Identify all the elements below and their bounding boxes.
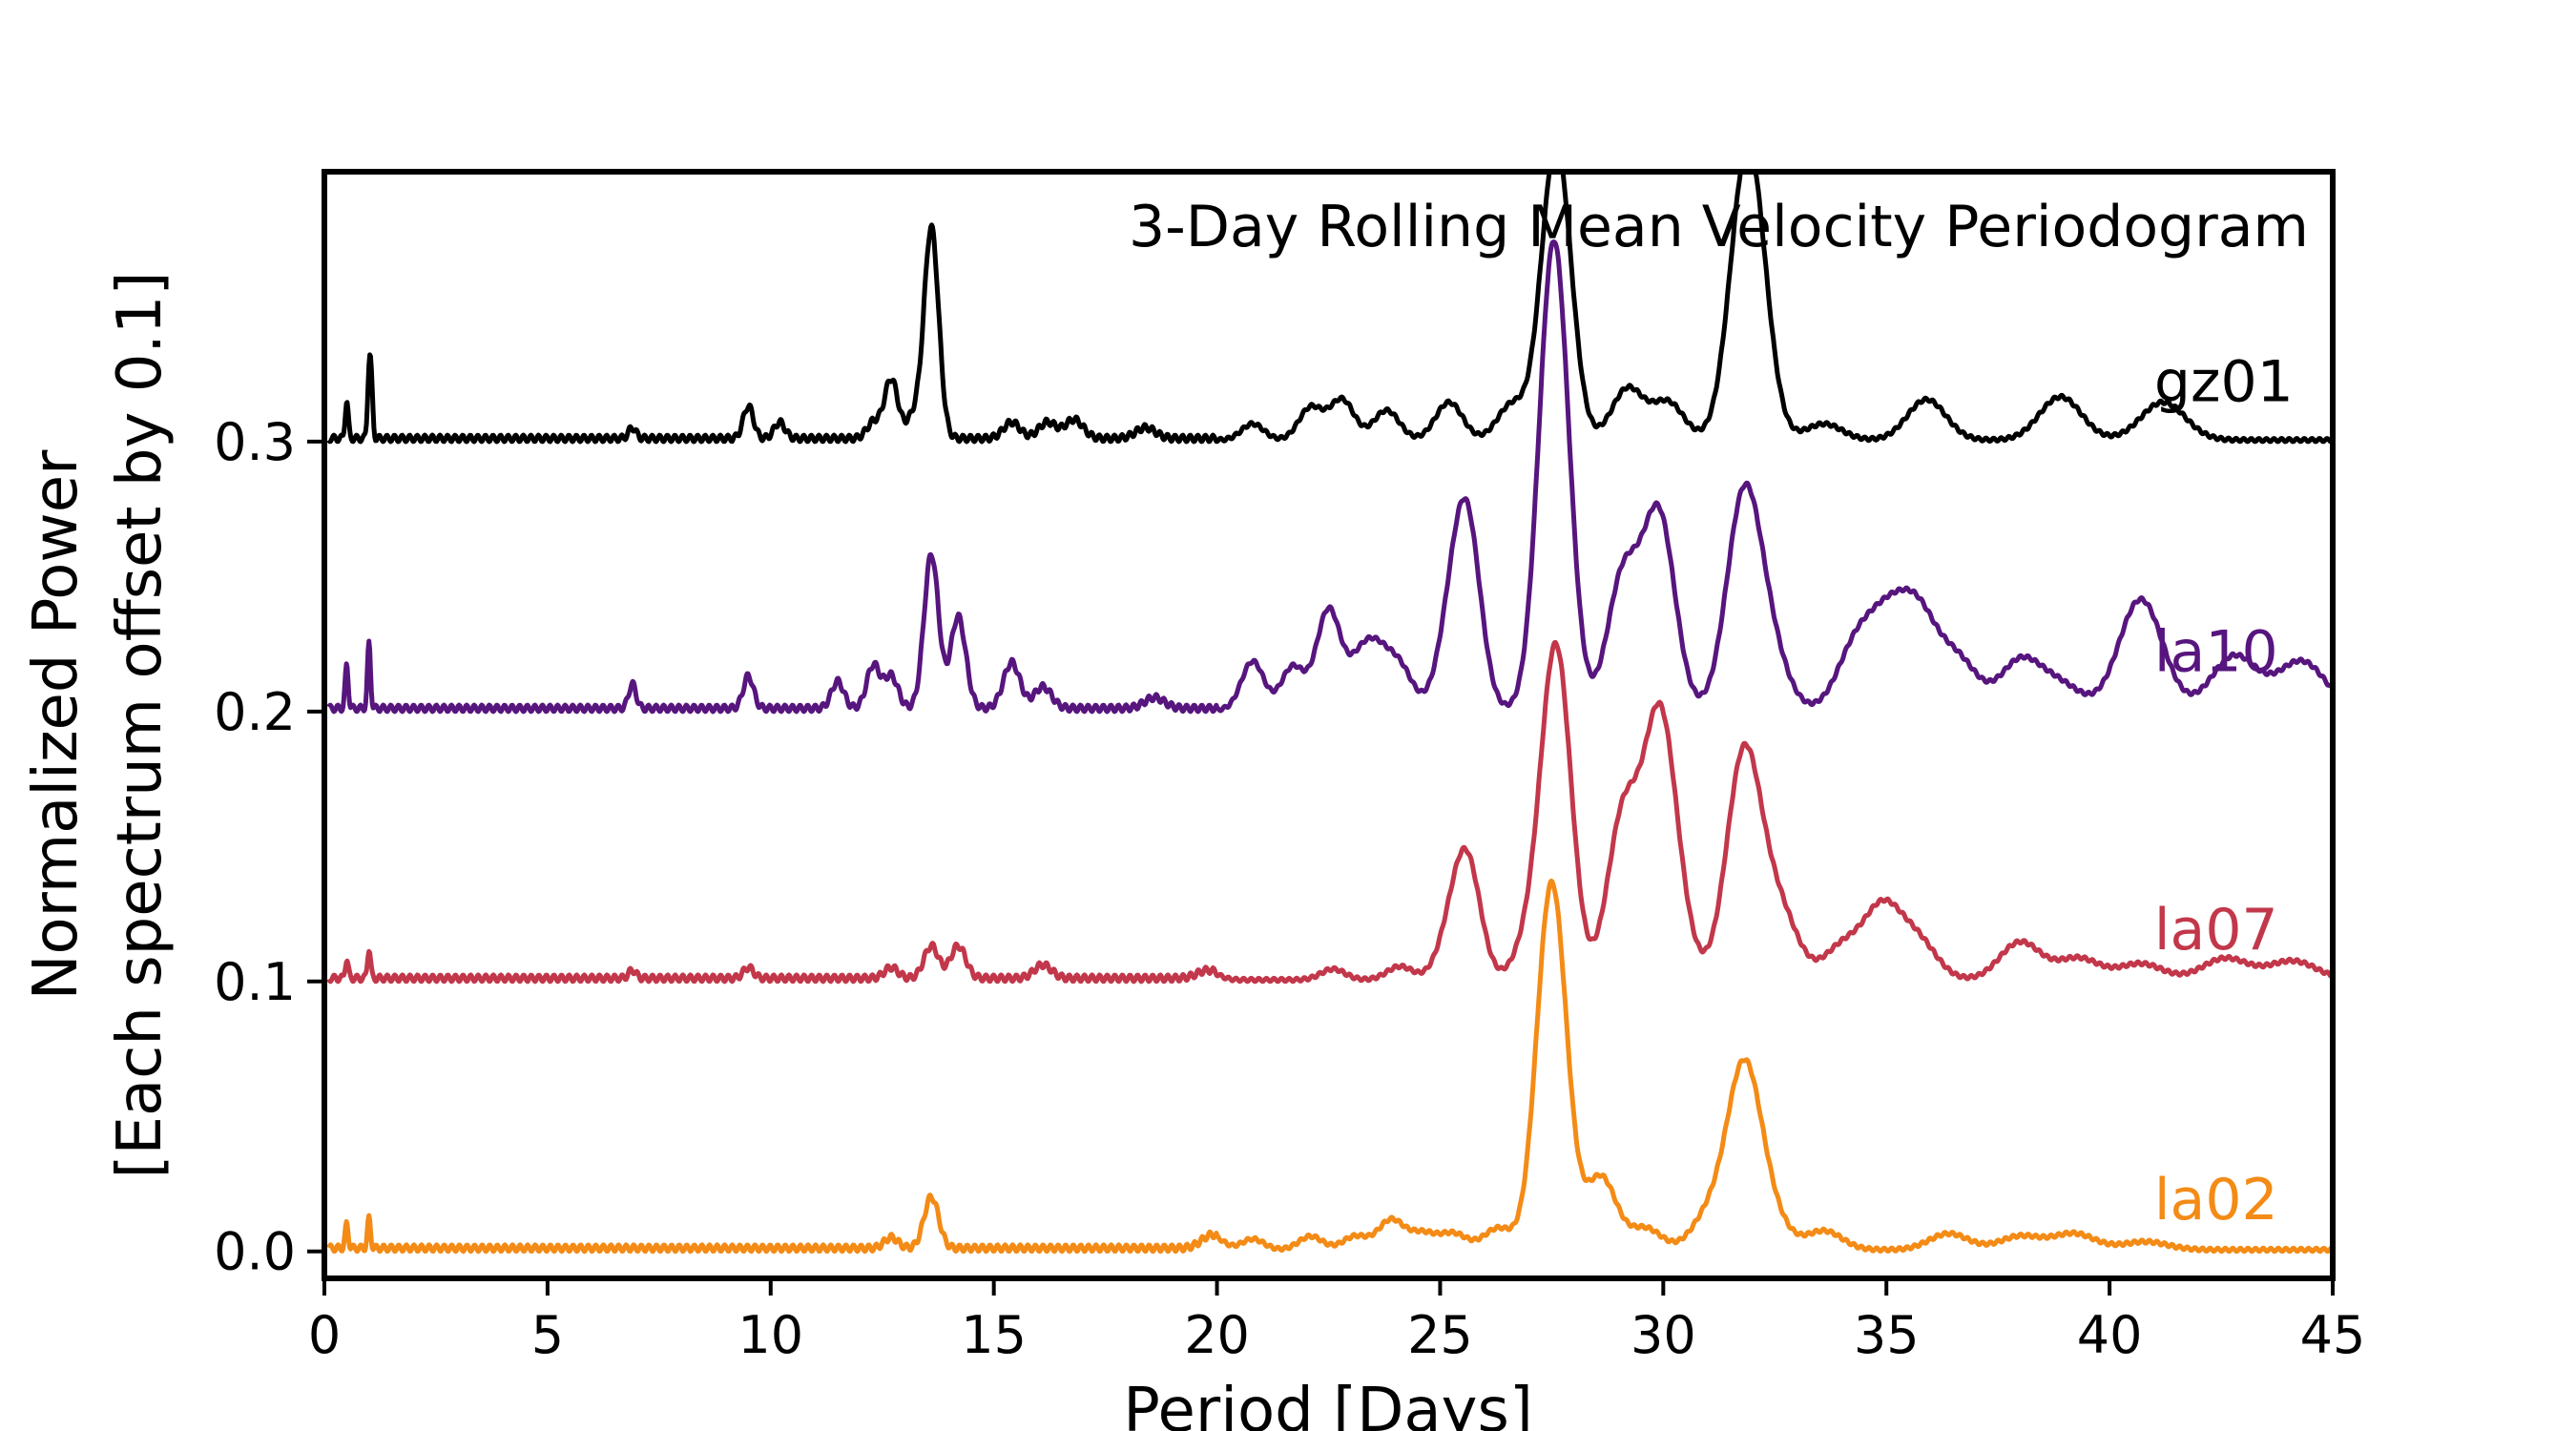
y-axis-ticks: 0.0 0.1 0.2 0.3 — [214, 412, 324, 1282]
x-tick-label: 0 — [308, 1305, 341, 1365]
x-tick-label: 25 — [1407, 1305, 1473, 1365]
x-tick-label: 45 — [2300, 1305, 2366, 1365]
x-tick-label: 35 — [1854, 1305, 1920, 1365]
x-axis-ticks: 0 5 10 15 20 25 30 35 40 45 — [308, 1278, 2366, 1365]
series-label-la02: la02 — [2154, 1167, 2278, 1234]
x-tick-label: 5 — [531, 1305, 564, 1365]
series-layer — [326, 172, 2333, 1255]
y-tick-label: 0.1 — [214, 952, 296, 1012]
y-axis-label-line1: Normalized Power — [21, 449, 92, 1000]
plot-area — [326, 172, 2333, 1255]
axes-frame — [322, 169, 2336, 1281]
x-tick-label: 40 — [2077, 1305, 2143, 1365]
series-line-gz01 — [326, 172, 2333, 445]
y-tick-label: 0.2 — [214, 682, 296, 742]
y-tick-label: 0.0 — [214, 1222, 296, 1282]
series-labels: gz01 la10 la07 la02 — [2154, 348, 2294, 1233]
series-label-gz01: gz01 — [2154, 348, 2294, 415]
y-axis-label-line2: [Each spectrum offset by 0.1] — [105, 272, 176, 1179]
x-tick-label: 15 — [961, 1305, 1027, 1365]
x-tick-label: 20 — [1184, 1305, 1250, 1365]
series-line-la07 — [326, 639, 2333, 985]
chart-title: 3-Day Rolling Mean Velocity Periodogram — [1129, 194, 2309, 260]
series-label-la07: la07 — [2154, 897, 2278, 964]
series-line-la02 — [326, 878, 2333, 1255]
y-tick-label: 0.3 — [214, 412, 296, 472]
x-axis-label: Period [Days] — [1123, 1376, 1533, 1431]
x-tick-label: 10 — [737, 1305, 803, 1365]
series-line-la10 — [326, 239, 2333, 715]
series-label-la10: la10 — [2154, 618, 2278, 685]
x-tick-label: 30 — [1631, 1305, 1696, 1365]
